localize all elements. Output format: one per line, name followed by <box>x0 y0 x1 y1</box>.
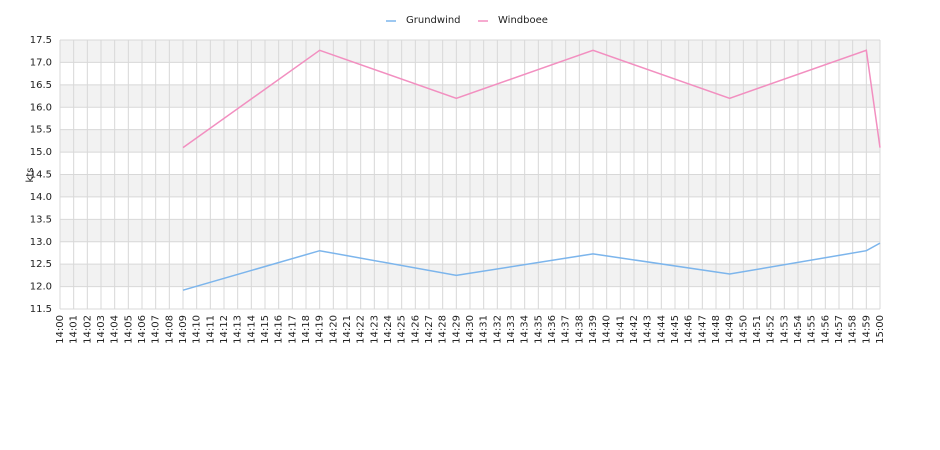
x-tick-label: 14:25 <box>397 315 408 344</box>
x-tick-label: 14:09 <box>178 315 189 344</box>
x-tick-label: 14:36 <box>547 315 558 344</box>
x-tick-label: 14:01 <box>69 315 80 344</box>
x-tick-label: 14:08 <box>164 315 175 344</box>
x-tick-label: 14:59 <box>861 315 872 344</box>
x-tick-label: 14:23 <box>369 315 380 344</box>
x-tick-label: 14:14 <box>246 315 257 344</box>
x-tick-label: 14:04 <box>110 315 121 344</box>
x-tick-label: 14:15 <box>260 315 271 344</box>
x-tick-label: 14:26 <box>410 315 421 344</box>
x-tick-label: 14:52 <box>766 315 777 344</box>
x-tick-label: 14:41 <box>615 315 626 344</box>
x-tick-label: 14:19 <box>315 315 326 344</box>
x-tick-label: 14:12 <box>219 315 230 344</box>
x-tick-label: 14:35 <box>533 315 544 344</box>
x-tick-label: 14:47 <box>697 315 708 344</box>
x-tick-label: 14:00 <box>55 315 66 344</box>
x-tick-label: 14:42 <box>629 315 640 344</box>
x-tick-label: 14:37 <box>561 315 572 344</box>
x-tick-label: 14:57 <box>834 315 845 344</box>
x-tick-label: 14:56 <box>820 315 831 344</box>
x-tick-label: 14:29 <box>451 315 462 344</box>
x-tick-label: 14:06 <box>137 315 148 344</box>
y-tick-label: 13.5 <box>30 214 52 225</box>
x-tick-label: 14:46 <box>684 315 695 344</box>
y-tick-label: 16.0 <box>30 102 52 113</box>
y-tick-label: 12.5 <box>30 259 52 270</box>
x-tick-label: 14:05 <box>123 315 134 344</box>
x-tick-label: 14:03 <box>96 315 107 344</box>
x-tick-label: 14:30 <box>465 315 476 344</box>
y-tick-label: 17.0 <box>30 57 52 68</box>
x-tick-label: 14:13 <box>233 315 244 344</box>
y-tick-label: 15.0 <box>30 147 52 158</box>
y-tick-label: 11.5 <box>30 304 52 315</box>
x-tick-label: 14:58 <box>848 315 859 344</box>
x-tick-label: 14:07 <box>151 315 162 344</box>
y-tick-label: 17.5 <box>30 35 52 46</box>
x-tick-label: 14:43 <box>643 315 654 344</box>
x-tick-label: 14:24 <box>383 315 394 344</box>
x-tick-label: 14:28 <box>438 315 449 344</box>
y-tick-label: 14.0 <box>30 192 52 203</box>
x-tick-label: 14:10 <box>192 315 203 344</box>
y-tick-label: 12.0 <box>30 282 52 293</box>
x-tick-label: 14:34 <box>520 315 531 344</box>
x-tick-label: 14:33 <box>506 315 517 344</box>
x-tick-label: 14:38 <box>574 315 585 344</box>
y-tick-label: 16.5 <box>30 80 52 91</box>
x-tick-label: 14:50 <box>738 315 749 344</box>
x-tick-label: 14:02 <box>82 315 93 344</box>
y-axis-label: kts <box>25 168 36 183</box>
x-tick-label: 14:44 <box>656 315 667 344</box>
legend-label: Windboee <box>498 15 548 26</box>
x-tick-label: 14:21 <box>342 315 353 344</box>
x-tick-label: 14:17 <box>287 315 298 344</box>
x-tick-label: 15:00 <box>875 315 886 344</box>
x-tick-label: 14:32 <box>492 315 503 344</box>
x-tick-label: 14:48 <box>711 315 722 344</box>
x-tick-label: 14:54 <box>793 315 804 344</box>
x-tick-label: 14:55 <box>807 315 818 344</box>
x-tick-label: 14:40 <box>602 315 613 344</box>
x-tick-label: 14:11 <box>205 315 216 344</box>
x-tick-label: 14:20 <box>328 315 339 344</box>
series-line <box>182 242 881 291</box>
x-tick-label: 14:16 <box>274 315 285 344</box>
y-tick-label: 15.5 <box>30 125 52 136</box>
x-tick-label: 14:53 <box>779 315 790 344</box>
x-tick-label: 14:45 <box>670 315 681 344</box>
x-tick-label: 14:39 <box>588 315 599 344</box>
y-tick-label: 14.5 <box>30 170 52 181</box>
y-tick-label: 13.0 <box>30 237 52 248</box>
x-tick-label: 14:49 <box>725 315 736 344</box>
x-tick-label: 14:51 <box>752 315 763 344</box>
x-tick-label: 14:31 <box>479 315 490 344</box>
x-tick-label: 14:22 <box>356 315 367 344</box>
x-tick-label: 14:27 <box>424 315 435 344</box>
legend-label: Grundwind <box>406 15 461 26</box>
x-tick-label: 14:18 <box>301 315 312 344</box>
series-line <box>182 49 881 149</box>
